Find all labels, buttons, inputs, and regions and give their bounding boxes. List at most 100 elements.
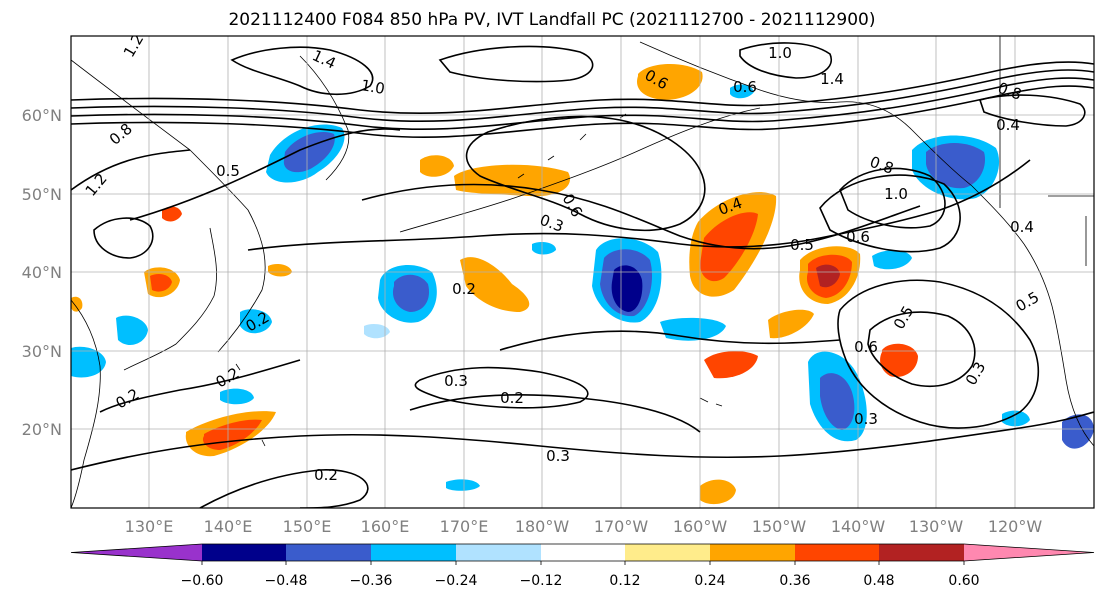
contour-label: 0.2 <box>452 280 476 298</box>
contour-line <box>71 69 1094 123</box>
contour-line <box>99 359 301 413</box>
contour-label: 0.5 <box>216 162 240 180</box>
contour-line <box>867 311 976 388</box>
contour-label: 0.6 <box>733 78 757 96</box>
map-border <box>70 35 1095 509</box>
contour-label: 0.3 <box>854 410 878 428</box>
coast-kamchatka <box>299 55 350 181</box>
map-panel: 1.2 1.41.01.01.40.80.81.20.40.6 0.60.5 0.81… <box>70 35 1095 509</box>
contour-line <box>199 469 369 508</box>
contour-line <box>71 411 1094 471</box>
contour-label: 0.4 <box>1010 218 1034 236</box>
contour-label: 0.5 <box>790 236 814 254</box>
shade-pos-small1 <box>268 264 292 277</box>
lon-label: 170°E <box>440 517 489 536</box>
lon-label: 130°E <box>125 517 174 536</box>
coast-japan <box>123 227 217 371</box>
contour-line <box>129 128 401 221</box>
contour-label: 0.6 <box>846 228 870 246</box>
shade-neg-misc1 <box>220 388 254 405</box>
shade-neg-misc6 <box>364 324 390 339</box>
contour-line <box>465 115 706 232</box>
coast-china <box>71 299 101 508</box>
colorbar-segment <box>202 544 286 561</box>
colorbar-segment <box>879 544 964 561</box>
shade-neg-170e-core <box>392 274 430 312</box>
contour-line <box>978 94 1086 127</box>
lon-label: 150°E <box>283 517 332 536</box>
lon-label: 140°W <box>831 517 886 536</box>
contour-line <box>739 42 833 79</box>
contour-label: 0.3 <box>444 372 468 390</box>
shade-pos-midlat2 <box>420 155 454 177</box>
contour-label: 1.0 <box>768 44 792 62</box>
colorbar-segment <box>286 544 371 561</box>
colorbar-tick-label: 0.48 <box>863 573 894 589</box>
colorbar-tick-label: −0.60 <box>181 573 224 589</box>
contour-line <box>438 45 594 83</box>
lon-label: 170°W <box>594 517 649 536</box>
shade-neg-japan <box>71 346 106 378</box>
contour-line <box>499 330 841 351</box>
latitude-labels: 60°N 50°N 40°N 30°N 20°N <box>22 106 62 439</box>
colorbar-tick-label: 0.12 <box>609 573 640 589</box>
contour-line <box>93 217 154 259</box>
shade-pos-japan-core <box>150 274 172 292</box>
coast-na-inland <box>999 36 1094 266</box>
colorbar-tick-label: −0.36 <box>350 573 393 589</box>
colorbar-tick-label: 0.60 <box>948 573 979 589</box>
colorbar-segment <box>625 544 710 561</box>
colorbar-segment <box>710 544 795 561</box>
shade-neg-misc3 <box>1002 410 1030 427</box>
colorbar-segment <box>456 544 541 561</box>
contour-line <box>247 159 1031 251</box>
coast-asia <box>71 59 266 353</box>
shade-pos-145w-core <box>816 264 840 288</box>
shade-pos-bering <box>637 63 703 100</box>
contour-label: 0.3 <box>546 447 570 465</box>
shade-neg-170w-core <box>611 265 643 312</box>
colorbar-extend-high <box>964 544 1094 561</box>
shade-pos-150w <box>768 309 814 339</box>
lon-label: 160°E <box>361 517 410 536</box>
shade-neg-misc4 <box>730 84 754 99</box>
colorbar-segment <box>371 544 456 561</box>
gridlines <box>71 36 1094 508</box>
colorbar: −0.60 −0.48 −0.36 −0.24 −0.12 0.12 0.24 0.36 0.4… <box>70 543 1095 589</box>
lat-label: 30°N <box>22 342 62 361</box>
lon-label: 180°W <box>515 517 570 536</box>
contour-label: 1.0 <box>360 76 387 98</box>
contour-label: 0.2 <box>314 466 338 484</box>
lon-label: 150°W <box>752 517 807 536</box>
shade-pos-small3 <box>71 296 83 312</box>
contour-line <box>409 394 701 433</box>
contour-line <box>71 61 1094 115</box>
shade-neg-130w <box>872 250 912 270</box>
lat-label: 40°N <box>22 263 62 282</box>
shade-neg-120w <box>1062 414 1094 449</box>
shade-neg-140w-core <box>820 373 855 430</box>
contour-line <box>819 174 961 253</box>
shade-neg-japan3 <box>240 309 272 334</box>
shade-pos-165w <box>704 351 758 379</box>
shade-pos-low <box>700 479 736 505</box>
colorbar-segment <box>795 544 879 561</box>
lon-label: 120°W <box>988 517 1043 536</box>
colorbar-tick-label: −0.12 <box>520 573 563 589</box>
lon-label: 130°W <box>909 517 964 536</box>
contour-line <box>71 77 1094 131</box>
contour-line <box>71 149 191 191</box>
contour-line <box>361 183 921 250</box>
coast-alaska <box>639 41 1025 245</box>
shade-pos-175e <box>460 257 530 312</box>
contour-label: 0.2 <box>500 389 524 407</box>
contour-line <box>414 366 589 409</box>
contour-label: 1.4 <box>820 70 844 88</box>
lon-label: 160°W <box>673 517 728 536</box>
longitude-labels: 130°E 140°E 150°E 160°E 170°E 180°W 170°W 160°W… <box>125 517 1043 536</box>
colorbar-tick-label: 0.36 <box>779 573 810 589</box>
shade-neg-misc2 <box>446 479 480 491</box>
colorbar-tick-labels: −0.60 −0.48 −0.36 −0.24 −0.12 0.12 0.24 0.36 0.4… <box>181 561 980 589</box>
shade-neg-alaska-core <box>926 143 986 189</box>
